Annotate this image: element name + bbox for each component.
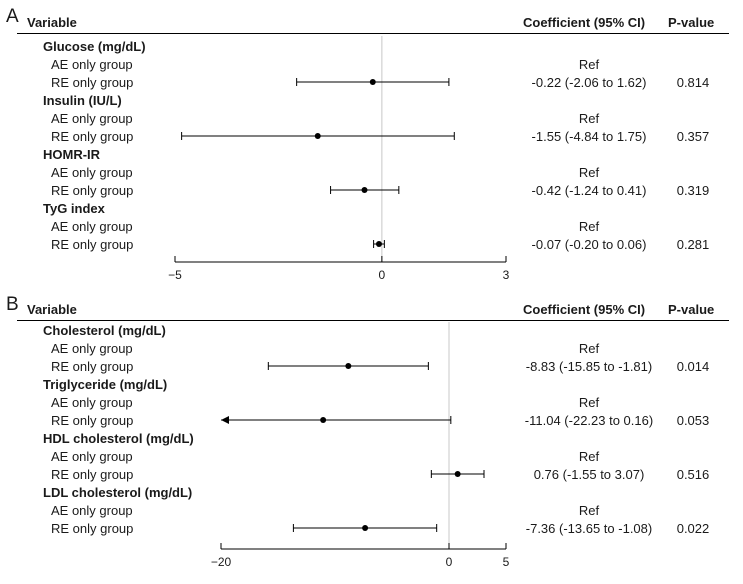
comparison-row-label: RE only group	[51, 237, 134, 252]
group-name: LDL cholesterol (mg/dL)	[43, 485, 193, 500]
group-name: Cholesterol (mg/dL)	[43, 323, 166, 338]
ref-text: Ref	[578, 449, 600, 464]
group-name: HDL cholesterol (mg/dL)	[43, 431, 194, 446]
p-value-text: 0.319	[676, 183, 710, 198]
point-estimate	[375, 241, 382, 247]
header-variable: Variable	[27, 15, 77, 30]
p-value-text: 0.814	[676, 75, 710, 90]
ref-text: Ref	[578, 219, 600, 234]
header-rule	[17, 320, 729, 321]
comparison-row-label: RE only group	[51, 521, 134, 536]
header-coefficient: Coefficient (95% CI)	[523, 302, 646, 317]
ref-text: Ref	[578, 503, 600, 518]
point-estimate	[345, 363, 352, 369]
comparison-row-label: RE only group	[51, 359, 134, 374]
ref-row-label: AE only group	[51, 395, 133, 410]
x-tick-label: 3	[503, 268, 510, 282]
coefficient-text: -0.42 (-1.24 to 0.41)	[531, 183, 647, 198]
forest-plot-a: −5 0 3	[168, 36, 510, 282]
comparison-row-label: RE only group	[51, 183, 134, 198]
group-name: Triglyceride (mg/dL)	[43, 377, 168, 392]
ref-row-label: AE only group	[51, 449, 133, 464]
x-tick-label: −5	[168, 268, 182, 282]
comparison-row-label: RE only group	[51, 467, 134, 482]
panel-b: B Variable Coefficient (95% CI) P-value …	[0, 290, 743, 584]
panel-label: B	[6, 294, 19, 315]
coefficient-text: -8.83 (-15.85 to -1.81)	[525, 359, 653, 374]
comparison-row-label: RE only group	[51, 413, 134, 428]
coefficient-text: -7.36 (-13.65 to -1.08)	[525, 521, 653, 536]
forest-plot-b: −20 0 5	[211, 322, 510, 569]
coefficient-text: -11.04 (-22.23 to 0.16)	[524, 413, 654, 428]
ref-row-label: AE only group	[51, 503, 133, 518]
panel-label: A	[6, 6, 19, 27]
point-estimate	[361, 187, 368, 193]
ref-text: Ref	[578, 57, 600, 72]
point-estimate	[362, 525, 369, 531]
group-name: HOMR-IR	[43, 147, 101, 162]
ref-text: Ref	[578, 165, 600, 180]
header-coefficient: Coefficient (95% CI)	[523, 15, 646, 30]
point-estimate	[314, 133, 321, 139]
ref-row-label: AE only group	[51, 165, 133, 180]
ref-row-label: AE only group	[51, 219, 133, 234]
p-value-text: 0.357	[676, 129, 710, 144]
header-pvalue: P-value	[668, 302, 715, 317]
ref-row-label: AE only group	[51, 111, 133, 126]
coefficient-text: -0.22 (-2.06 to 1.62)	[531, 75, 647, 90]
header-rule	[17, 33, 729, 34]
comparison-row-label: RE only group	[51, 75, 134, 90]
ref-text: Ref	[578, 111, 600, 126]
point-estimate	[454, 471, 461, 477]
group-name: TyG index	[43, 201, 105, 216]
ref-row-label: AE only group	[51, 57, 133, 72]
group-name: Glucose (mg/dL)	[43, 39, 146, 54]
x-tick-label: 0	[446, 555, 453, 569]
x-tick-label: 5	[503, 555, 510, 569]
ref-text: Ref	[578, 341, 600, 356]
p-value-text: 0.053	[676, 413, 710, 428]
p-value-text: 0.014	[676, 359, 710, 374]
header-pvalue: P-value	[668, 15, 715, 30]
header-variable: Variable	[27, 302, 77, 317]
coefficient-text: 0.76 (-1.55 to 3.07)	[533, 467, 645, 482]
ci-arrowhead	[221, 416, 229, 424]
coefficient-text: -1.55 (-4.84 to 1.75)	[531, 129, 647, 144]
p-value-text: 0.281	[676, 237, 710, 252]
point-estimate	[369, 79, 376, 85]
x-tick-label: −20	[211, 555, 232, 569]
ref-row-label: AE only group	[51, 341, 133, 356]
p-value-text: 0.022	[676, 521, 710, 536]
x-tick-label: 0	[379, 268, 386, 282]
coefficient-text: -0.07 (-0.20 to 0.06)	[531, 237, 647, 252]
comparison-row-label: RE only group	[51, 129, 134, 144]
p-value-text: 0.516	[676, 467, 710, 482]
group-name: Insulin (IU/L)	[43, 93, 122, 108]
panel-a: A Variable Coefficient (95% CI) P-value …	[6, 6, 729, 282]
point-estimate	[320, 417, 327, 423]
ref-text: Ref	[578, 395, 600, 410]
